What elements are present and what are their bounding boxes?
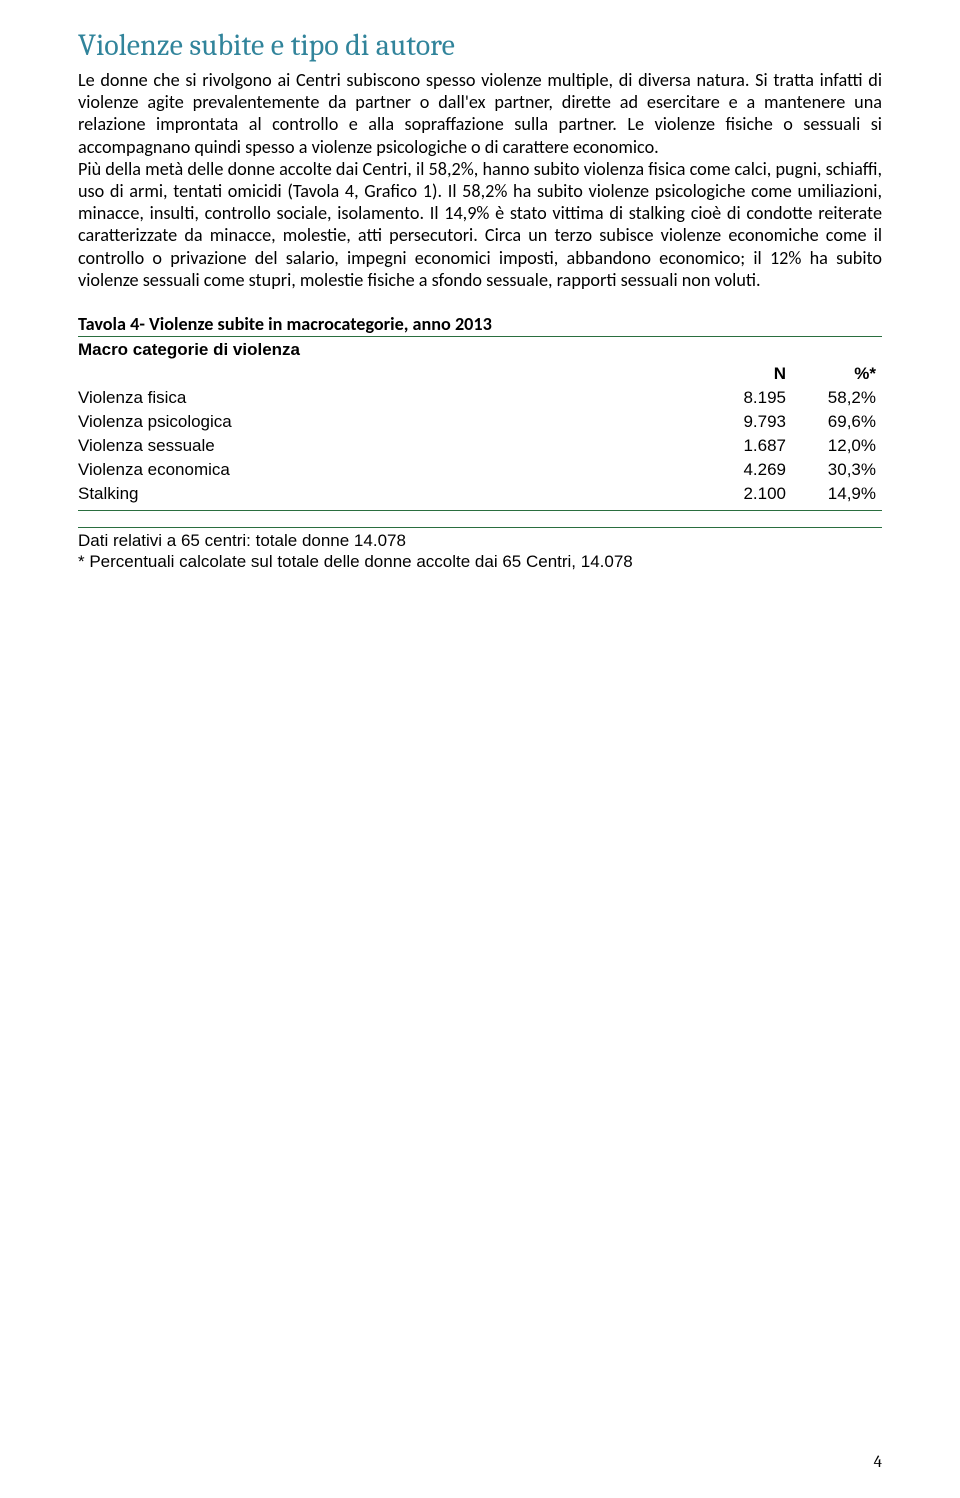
section-heading: Violenze subite e tipo di autore [78,28,882,63]
footnote-line-2: * Percentuali calcolate sul totale delle… [78,552,633,571]
page-number: 4 [874,1453,882,1472]
row-n: 2.100 [702,482,792,506]
table-footnote: Dati relativi a 65 centri: totale donne … [78,528,882,573]
row-label: Stalking [78,482,702,506]
row-n: 8.195 [702,386,792,410]
table-subtitle: Macro categorie di violenza [78,338,882,362]
row-n: 9.793 [702,410,792,434]
section-paragraph: Le donne che si rivolgono ai Centri subi… [78,69,882,291]
table-row: Stalking 2.100 14,9% [78,482,882,506]
row-label: Violenza psicologica [78,410,702,434]
row-pct: 58,2% [792,386,882,410]
violence-table: N %* Violenza fisica 8.195 58,2% Violenz… [78,362,882,506]
row-pct: 30,3% [792,458,882,482]
table-row: Violenza fisica 8.195 58,2% [78,386,882,410]
table-title: Tavola 4- Violenze subite in macrocatego… [78,313,882,337]
row-label: Violenza economica [78,458,702,482]
table-row: Violenza psicologica 9.793 69,6% [78,410,882,434]
row-n: 4.269 [702,458,792,482]
footnote-line-1: Dati relativi a 65 centri: totale donne … [78,531,406,550]
row-label: Violenza sessuale [78,434,702,458]
column-header-pct: %* [792,362,882,386]
row-label: Violenza fisica [78,386,702,410]
column-header-n: N [702,362,792,386]
row-pct: 12,0% [792,434,882,458]
row-pct: 69,6% [792,410,882,434]
table-row: Violenza sessuale 1.687 12,0% [78,434,882,458]
table-row: Violenza economica 4.269 30,3% [78,458,882,482]
row-pct: 14,9% [792,482,882,506]
row-n: 1.687 [702,434,792,458]
